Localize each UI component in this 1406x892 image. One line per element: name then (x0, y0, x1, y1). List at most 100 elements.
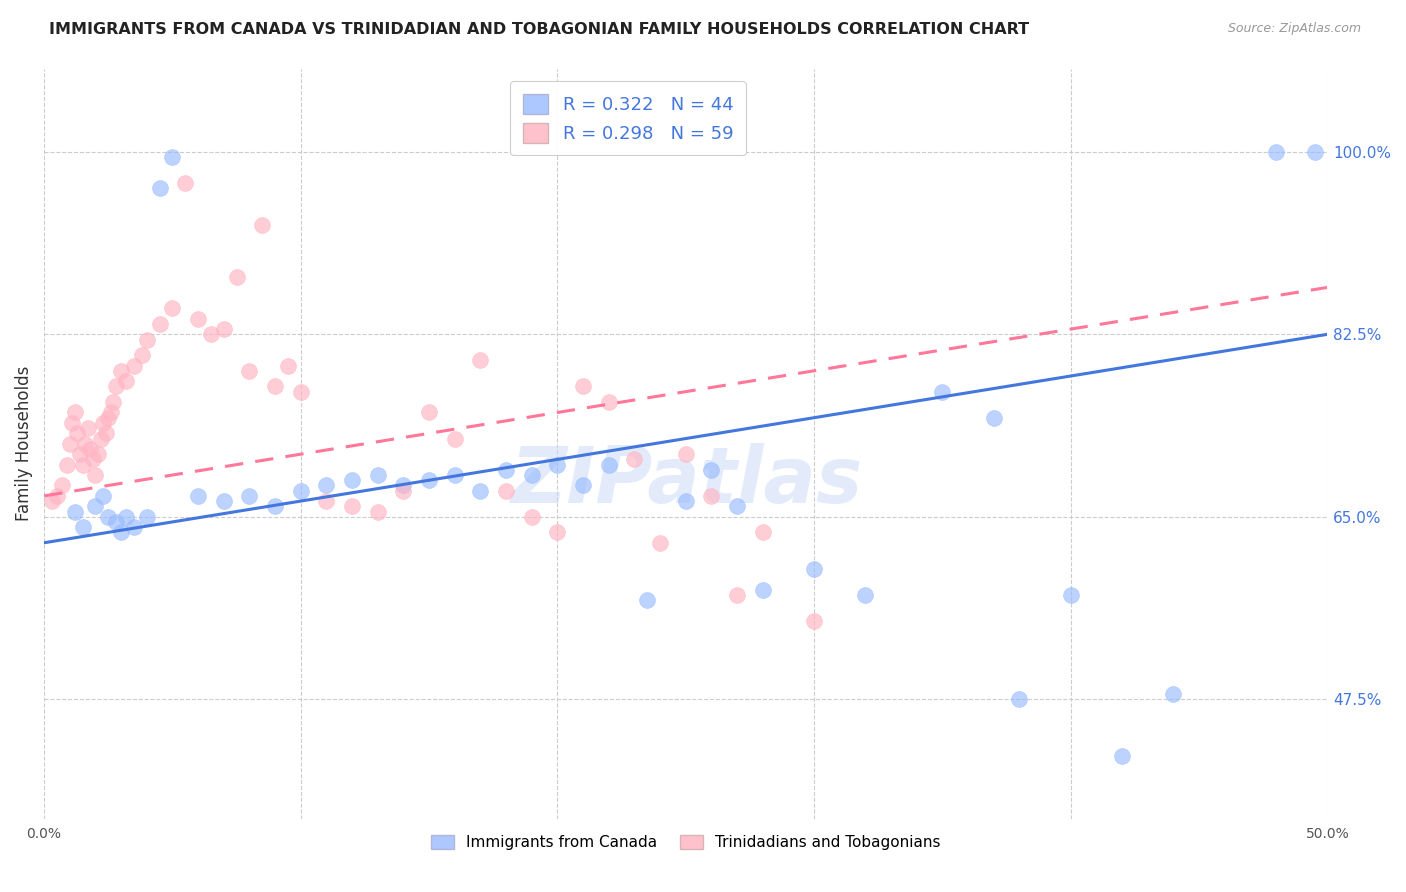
Point (290, 384, 312, 399)
Point (623, 452, 645, 467)
Point (90, 432, 112, 446)
Point (598, 395, 620, 409)
Point (72, 520, 94, 534)
Point (470, 483, 492, 498)
Point (174, 176, 197, 190)
Point (187, 311, 209, 326)
Point (700, 463, 723, 477)
Point (392, 478, 415, 492)
Point (76, 421, 98, 435)
Point (752, 582, 775, 597)
Text: Source: ZipAtlas.com: Source: ZipAtlas.com (1227, 22, 1361, 36)
Point (63, 405, 86, 419)
Text: IMMIGRANTS FROM CANADA VS TRINIDADIAN AND TOBAGONIAN FAMILY HOUSEHOLDS CORRELATI: IMMIGRANTS FROM CANADA VS TRINIDADIAN AN… (49, 22, 1029, 37)
Point (46, 489, 69, 503)
Point (598, 458, 620, 472)
Point (392, 483, 415, 498)
Point (91, 416, 114, 430)
Point (290, 483, 312, 498)
Point (1111, 749, 1133, 764)
Point (675, 447, 697, 461)
Point (546, 525, 568, 540)
Point (418, 473, 440, 487)
Point (495, 463, 517, 477)
Point (104, 379, 127, 393)
Point (212, 494, 235, 508)
Point (725, 588, 748, 602)
Point (367, 504, 389, 518)
Point (103, 395, 125, 409)
Point (443, 432, 465, 446)
Y-axis label: Family Households: Family Households (15, 366, 32, 522)
Point (752, 525, 775, 540)
Point (495, 483, 517, 498)
Point (51, 478, 73, 492)
Point (648, 535, 671, 549)
Point (520, 468, 543, 483)
Text: ZIPatlas: ZIPatlas (509, 443, 862, 519)
Point (636, 593, 658, 607)
Point (149, 181, 172, 195)
Point (803, 614, 825, 628)
Point (418, 405, 440, 419)
Point (443, 468, 465, 483)
Point (135, 333, 157, 347)
Point (84, 500, 107, 514)
Point (75, 436, 97, 450)
Point (520, 509, 543, 524)
Point (59, 436, 82, 450)
Point (675, 494, 697, 508)
Point (340, 473, 363, 487)
Point (1060, 588, 1083, 602)
Point (66, 426, 89, 441)
Point (931, 384, 953, 399)
Point (470, 353, 492, 368)
Point (1265, 145, 1288, 159)
Point (122, 520, 145, 534)
Point (115, 374, 138, 388)
Point (1303, 145, 1326, 159)
Point (97, 410, 120, 425)
Point (225, 270, 247, 285)
Point (983, 410, 1005, 425)
Point (315, 494, 337, 508)
Point (84, 468, 107, 483)
Point (56, 458, 79, 472)
Point (572, 379, 595, 393)
Point (277, 359, 299, 373)
Point (162, 150, 184, 164)
Point (700, 489, 723, 503)
Point (110, 364, 132, 378)
Point (87, 447, 110, 461)
Point (315, 478, 337, 492)
Point (79, 442, 101, 456)
Point (149, 317, 172, 331)
Point (94, 426, 117, 441)
Legend: R = 0.322   N = 44, R = 0.298   N = 59: R = 0.322 N = 44, R = 0.298 N = 59 (510, 81, 747, 155)
Point (238, 489, 260, 503)
Point (212, 322, 235, 336)
Point (187, 489, 209, 503)
Point (264, 500, 287, 514)
Point (60, 416, 83, 430)
Point (238, 364, 260, 378)
Point (252, 218, 274, 232)
Point (135, 509, 157, 524)
Point (63, 504, 86, 518)
Point (72, 458, 94, 472)
Point (97, 509, 120, 524)
Point (725, 500, 748, 514)
Point (546, 458, 568, 472)
Point (131, 348, 153, 362)
Point (122, 359, 145, 373)
Point (1163, 687, 1185, 701)
Point (69, 447, 91, 461)
Point (855, 588, 877, 602)
Point (200, 327, 222, 342)
Point (162, 301, 184, 316)
Point (264, 379, 287, 393)
Point (803, 562, 825, 576)
Point (82, 452, 104, 467)
Point (1008, 692, 1031, 706)
Point (110, 525, 132, 540)
